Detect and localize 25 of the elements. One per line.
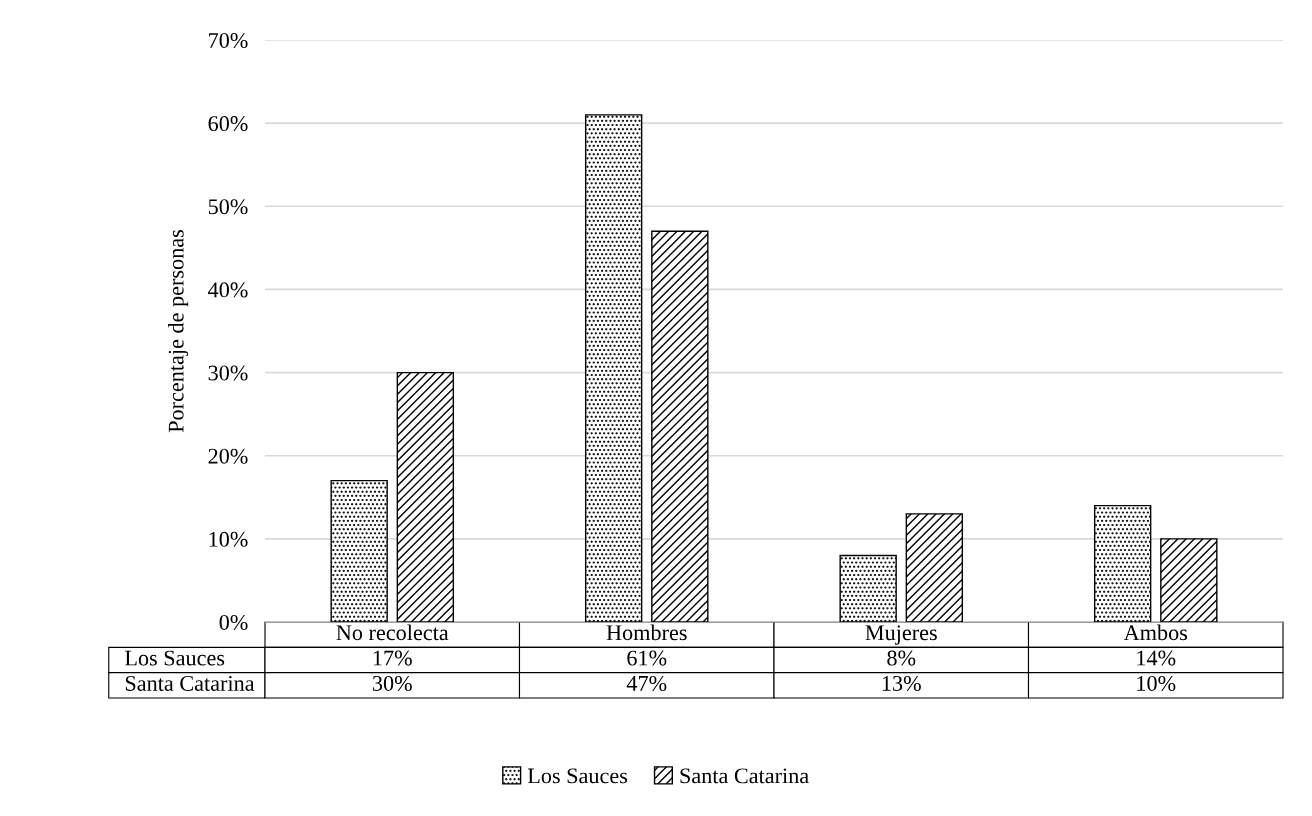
- y-tick-label: 0%: [219, 614, 248, 630]
- legend-label: Los Sauces: [527, 768, 628, 784]
- y-tick-label: 10%: [209, 531, 248, 547]
- y-axis-title: Porcentaje de personas: [168, 230, 189, 433]
- data-label: 17%: [373, 650, 412, 666]
- text: Los Sauces: [125, 650, 225, 666]
- x-tick-label: Hombres: [606, 624, 687, 641]
- x-tick-label: Ambos: [1123, 624, 1188, 641]
- text: Santa Catarina: [125, 675, 255, 691]
- data-label: 30%: [372, 675, 412, 691]
- x-tick-label: No recolecta: [336, 624, 449, 641]
- y-tick-label: 40%: [208, 282, 248, 298]
- data-label: 10%: [1137, 675, 1176, 691]
- data-label: 47%: [626, 675, 667, 691]
- y-tick-label: 20%: [208, 448, 248, 464]
- y-tick-label: 70%: [209, 32, 248, 48]
- legend-label: Santa Catarina: [680, 768, 809, 784]
- data-label: 61%: [627, 650, 667, 666]
- data-label: 14%: [1137, 650, 1176, 666]
- data-label: 8%: [887, 650, 916, 666]
- x-tick-label: Mujeres: [865, 625, 937, 645]
- y-tick-label: 30%: [208, 365, 248, 381]
- y-tick-label: 50%: [208, 199, 248, 215]
- data-label: 13%: [882, 675, 921, 691]
- y-tick-label: 60%: [208, 116, 248, 132]
